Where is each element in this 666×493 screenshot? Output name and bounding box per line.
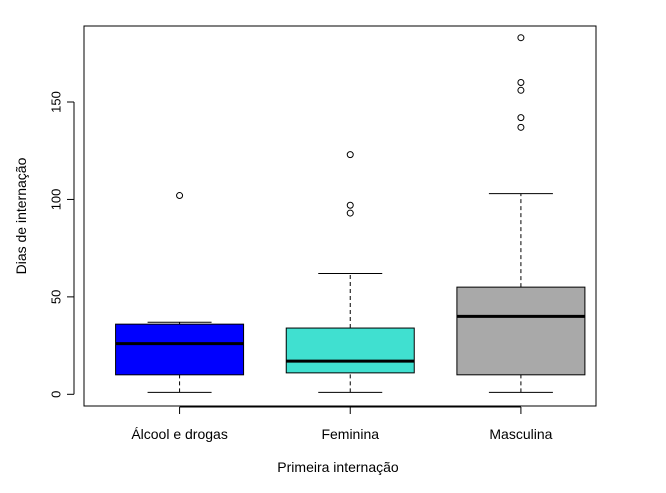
y-tick-label: 150 <box>49 91 64 113</box>
plot-frame <box>83 25 597 407</box>
outlier-point <box>517 34 525 42</box>
x-tick-label: Feminina <box>321 426 379 442</box>
box-group <box>115 192 245 393</box>
y-tick-label: 100 <box>49 189 64 211</box>
box <box>285 327 415 374</box>
y-axis: 0 50 100 150 <box>49 91 75 398</box>
y-axis-title: Dias de internação <box>13 157 29 274</box>
outlier-point <box>346 201 354 209</box>
box <box>456 286 586 376</box>
x-tick-label: Álcool e drogas <box>131 426 228 442</box>
x-axis: Álcool e drogas Feminina Masculina <box>131 406 553 442</box>
outlier-point <box>517 86 525 94</box>
outlier-point <box>517 114 525 122</box>
x-axis-title: Primeira internação <box>277 459 399 475</box>
box-group <box>456 34 586 393</box>
outlier-point <box>346 209 354 217</box>
x-tick-label: Masculina <box>489 426 552 442</box>
y-tick-label: 0 <box>49 391 64 398</box>
outlier-point <box>176 192 184 200</box>
outlier-point <box>517 79 525 87</box>
box-group <box>285 151 415 393</box>
y-tick-label: 50 <box>49 290 64 304</box>
boxes <box>115 34 586 393</box>
outlier-point <box>517 123 525 131</box>
outlier-point <box>346 151 354 159</box>
box <box>115 323 245 376</box>
